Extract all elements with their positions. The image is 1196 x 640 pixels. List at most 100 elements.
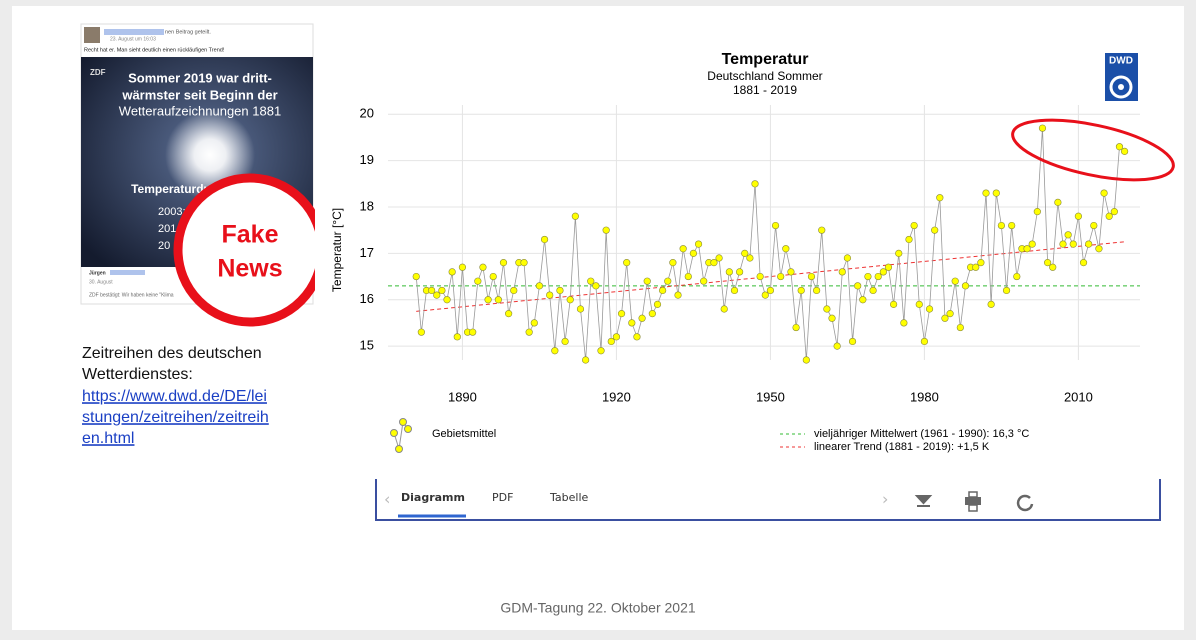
- data-point: [587, 278, 594, 285]
- data-point: [947, 310, 954, 317]
- post-header: nen Beitrag geteilt.: [165, 29, 211, 35]
- chart-title: Temperatur: [722, 51, 809, 68]
- data-point: [1044, 259, 1051, 266]
- data-point: [829, 315, 836, 322]
- footer-text: ZDF bestätigt: Wir haben keine "Klima: [89, 292, 174, 298]
- data-point: [942, 315, 949, 322]
- data-point: [1075, 213, 1082, 220]
- data-point: [1055, 199, 1062, 206]
- y-tick-label: 17: [360, 245, 374, 260]
- data-point: [926, 306, 933, 313]
- data-point: [1085, 241, 1092, 248]
- data-point: [1014, 273, 1021, 280]
- data-point: [762, 292, 769, 299]
- data-point: [880, 269, 887, 276]
- tab[interactable]: Tabelle: [549, 491, 589, 504]
- data-point: [510, 287, 517, 294]
- link[interactable]: en.html: [82, 430, 134, 447]
- data-point: [459, 264, 466, 271]
- data-point: [885, 264, 892, 271]
- data-point: [623, 259, 630, 266]
- data-point: [1121, 148, 1128, 155]
- data-point: [798, 287, 805, 294]
- data-point: [998, 222, 1005, 229]
- data-point: [475, 278, 482, 285]
- x-tick-label: 2010: [1064, 389, 1093, 404]
- data-point: [1106, 213, 1113, 220]
- note-text: Zeitreihen des deutschen: [82, 345, 262, 362]
- data-point: [413, 273, 420, 280]
- data-point: [834, 343, 841, 350]
- data-point: [603, 227, 610, 234]
- data-point: [931, 227, 938, 234]
- data-point: [772, 222, 779, 229]
- data-point: [552, 347, 559, 354]
- data-point: [1065, 232, 1072, 239]
- data-point: [808, 273, 815, 280]
- data-point: [849, 338, 856, 345]
- data-point: [906, 236, 913, 243]
- image-line: wärmster seit Beginn der: [121, 87, 277, 102]
- legend-swatch: [400, 419, 407, 426]
- x-tick-label: 1890: [448, 389, 477, 404]
- data-point: [480, 264, 487, 271]
- footer-date: 30. August: [89, 279, 113, 285]
- data-point: [1008, 222, 1015, 229]
- link[interactable]: https://www.dwd.de/DE/lei: [82, 388, 267, 405]
- data-point: [644, 278, 651, 285]
- data-point: [505, 310, 512, 317]
- data-point: [752, 181, 759, 188]
- data-point: [546, 292, 553, 299]
- footer: GDM-Tagung 22. Oktober 2021: [500, 600, 696, 616]
- data-point: [1070, 241, 1077, 248]
- data-point: [490, 273, 497, 280]
- data-point: [921, 338, 928, 345]
- data-point: [711, 259, 718, 266]
- prev-arrow[interactable]: ‹: [384, 490, 390, 509]
- data-point: [593, 283, 600, 290]
- data-point: [783, 245, 790, 252]
- chart-subtitle: Deutschland Sommer: [707, 69, 822, 83]
- data-point: [788, 269, 795, 276]
- print-icon[interactable]: [965, 497, 981, 505]
- data-point: [675, 292, 682, 299]
- tab[interactable]: Diagramm: [401, 491, 465, 504]
- data-point: [1039, 125, 1046, 132]
- data-point: [562, 338, 569, 345]
- data-point: [577, 306, 584, 313]
- data-point: [870, 287, 877, 294]
- data-point: [978, 259, 985, 266]
- data-point: [865, 273, 872, 280]
- data-point: [695, 241, 702, 248]
- data-point: [690, 250, 697, 257]
- plot-area: [388, 105, 1140, 360]
- tab[interactable]: PDF: [492, 491, 513, 504]
- data-point: [957, 324, 964, 331]
- data-point: [1116, 143, 1123, 150]
- y-tick-label: 20: [360, 106, 374, 121]
- data-point: [526, 329, 533, 336]
- legend-swatch: [405, 426, 412, 433]
- data-point: [1091, 222, 1098, 229]
- data-point: [1029, 241, 1036, 248]
- next-arrow[interactable]: ›: [882, 490, 888, 509]
- legend-label: Gebietsmittel: [432, 428, 496, 440]
- data-point: [659, 287, 666, 294]
- slide: nen Beitrag geteilt. 23. August um 16:03…: [0, 0, 1196, 640]
- post-date: 23. August um 16:03: [110, 36, 156, 42]
- data-point: [726, 269, 733, 276]
- data-point: [1101, 190, 1108, 197]
- data-point: [1060, 241, 1067, 248]
- data-point: [582, 357, 589, 364]
- data-point: [629, 320, 636, 327]
- data-point: [536, 283, 543, 290]
- data-point: [937, 194, 944, 201]
- data-point: [428, 287, 435, 294]
- y-tick-label: 19: [360, 152, 374, 167]
- data-point: [485, 296, 492, 303]
- link[interactable]: stungen/zeitreihen/zeitreih: [82, 409, 269, 426]
- legend-label: vieljähriger Mittelwert (1961 - 1990): 1…: [814, 428, 1029, 440]
- fake-news-stamp: Fake News: [178, 178, 322, 322]
- data-point: [777, 273, 784, 280]
- data-point: [444, 296, 451, 303]
